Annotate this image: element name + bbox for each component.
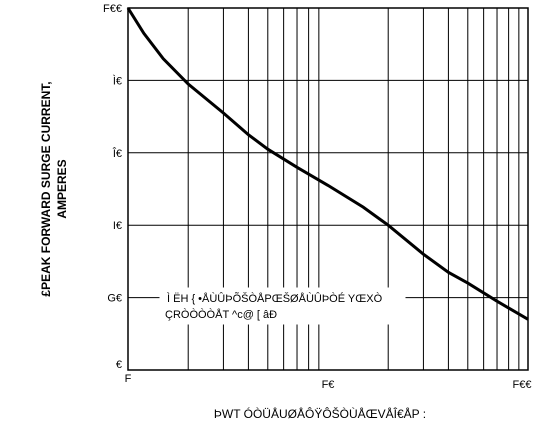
x-tick-label: F€	[322, 379, 335, 391]
plot-frame	[127, 7, 529, 371]
x-axis-title: ÞWT ÓÒÜÅUØÅÔŸÔŠÒÙÅŒVÅÎ€ÅP :	[214, 406, 426, 421]
x-tick-label: F	[125, 373, 132, 385]
surge-current-curve	[126, 7, 529, 321]
y-tick-labels: € G€ I€ Î€ Ì€ F€€	[103, 3, 122, 371]
y-tick-label: G€	[107, 293, 122, 305]
y-tick-label: Ì€	[113, 74, 122, 87]
annotation-box: Ì ËH { •ÅÙÛÞÕŠÒÅPŒŠØÅÙÛÞÒÉ YŒXÒ ÇRÒÒÒÒÅT…	[159, 287, 406, 325]
annotation-line-2: ÇRÒÒÒÒÅT ^c@ [ âÐ	[165, 308, 277, 321]
y-axis-title-line-1: £PEAK FORWARD SURGE CURRENT,	[39, 81, 53, 296]
y-axis-title-line-2: AMPERES	[55, 159, 69, 218]
y-tick-label: F€€	[103, 3, 122, 15]
x-tick-label: F€€	[513, 379, 532, 391]
y-tick-label: I€	[113, 220, 122, 232]
y-tick-label: €	[116, 359, 122, 371]
x-tick-labels: F F€ F€€	[125, 373, 532, 391]
y-tick-label: Î€	[112, 147, 122, 160]
annotation-line-1: Ì ËH { •ÅÙÛÞÕŠÒÅPŒŠØÅÙÛÞÒÉ YŒXÒ	[167, 292, 383, 305]
